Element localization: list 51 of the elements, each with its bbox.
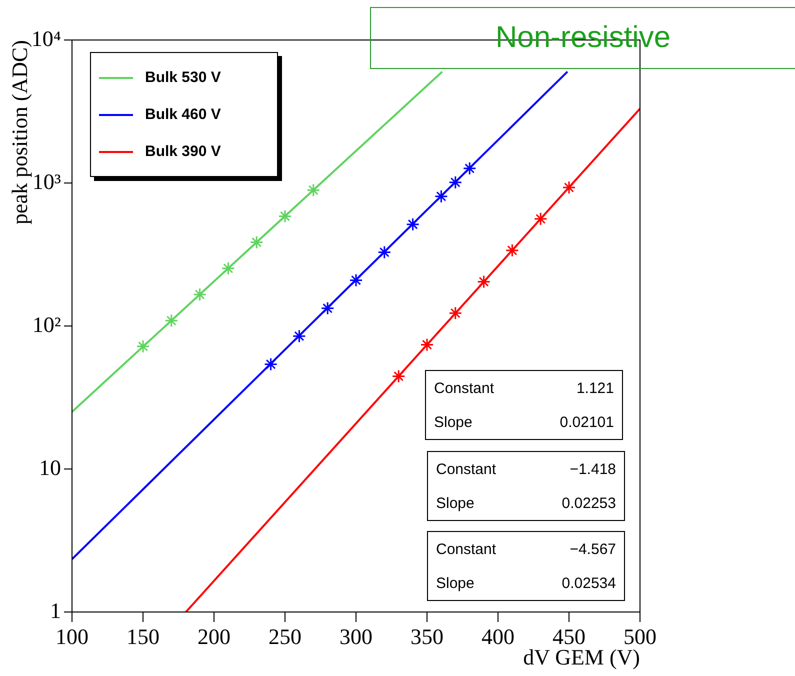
point	[292, 329, 306, 343]
point	[505, 244, 519, 258]
x-tick-label: 200	[198, 624, 230, 649]
point	[278, 209, 292, 223]
annotation: 0.02101	[560, 414, 614, 430]
point	[392, 370, 406, 384]
legend-label: Bulk 460 V	[145, 106, 221, 123]
point	[434, 190, 448, 204]
point	[562, 180, 576, 194]
point	[448, 176, 462, 190]
annotation: Constant	[436, 460, 496, 478]
annotation: Constant	[434, 380, 494, 396]
x-tick-label: 400	[482, 624, 514, 649]
y-tick-label: 10³	[32, 168, 62, 194]
y-tick-label: 10²	[32, 312, 62, 337]
annotation: −1.418	[570, 460, 616, 478]
y-tick-label: 10⁴	[31, 26, 62, 51]
annotation: Slope	[436, 574, 474, 592]
point	[477, 274, 491, 288]
point	[320, 302, 334, 316]
annotation: 0.02534	[562, 574, 616, 592]
y-tick-label: 10	[39, 454, 61, 480]
annotation: Constant	[436, 540, 496, 558]
legend-label: Bulk 530 V	[145, 69, 221, 86]
point	[349, 273, 363, 287]
y-tick-label: 1	[50, 598, 61, 623]
point	[164, 314, 178, 328]
point	[406, 218, 420, 232]
point	[221, 262, 235, 276]
x-tick-label: 100	[56, 624, 88, 649]
point	[378, 245, 392, 259]
annotation: −4.567	[570, 540, 616, 558]
point	[306, 183, 320, 197]
point	[448, 306, 462, 320]
legend-label: Bulk 390 V	[145, 143, 221, 160]
point	[136, 340, 150, 354]
point	[193, 288, 207, 302]
point	[534, 212, 548, 226]
annotation: Slope	[436, 494, 474, 512]
x-tick-label: 150	[126, 624, 160, 649]
point	[264, 358, 278, 372]
annotation: Slope	[434, 414, 472, 430]
x-tick-label: 300	[340, 624, 372, 649]
point	[420, 338, 434, 352]
annotation: 0.02253	[562, 494, 616, 512]
x-tick-label: 250	[268, 624, 302, 649]
point	[462, 162, 476, 176]
x-tick-label: 350	[410, 624, 444, 649]
annotation: 1.121	[576, 380, 614, 396]
y-axis-title: peak position (ADC)	[6, 40, 32, 225]
point	[250, 236, 264, 250]
